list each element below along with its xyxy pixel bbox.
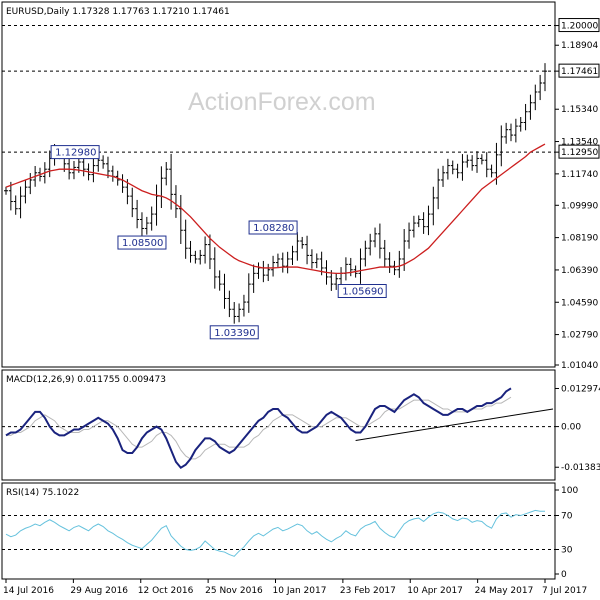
price-annotation-box <box>248 220 298 235</box>
x-axis-label: 7 Jul 2017 <box>542 586 587 596</box>
y-axis-label: 1.13540 <box>561 138 598 148</box>
price-annotation-box <box>209 325 259 340</box>
x-axis-label: 14 Jul 2016 <box>3 586 54 596</box>
macd-panel <box>1 369 556 481</box>
y-axis-label: -0.013836 <box>561 463 600 473</box>
x-axis-label: 25 Nov 2016 <box>205 586 263 596</box>
macd-line <box>5 387 512 470</box>
price-annotation-label: 1.12980 <box>55 148 96 159</box>
y-axis-label: 70 <box>561 512 573 522</box>
y-axis-label: 1.04590 <box>561 298 598 308</box>
watermark: ActionForex.com <box>188 88 376 116</box>
y-axis-highlight-box <box>558 18 600 33</box>
y-axis-label: 100 <box>561 486 578 496</box>
x-axis-label: 12 Oct 2016 <box>138 586 194 596</box>
y-axis-label: 1.17461 <box>561 67 598 77</box>
y-axis-label: 1.06390 <box>561 266 598 276</box>
macd-trendline <box>355 408 554 441</box>
y-axis-label: 0.00 <box>561 423 581 433</box>
axis-layer: 1.200001.189041.174611.153401.135401.129… <box>3 18 600 596</box>
macd-header: MACD(12,26,9) 0.011755 0.009473 <box>6 375 166 385</box>
price-annotation-box <box>337 284 387 299</box>
x-axis-label: 10 Jan 2017 <box>273 586 327 596</box>
price-annotation-box <box>50 145 100 160</box>
y-axis-label: 1.01040 <box>561 361 598 371</box>
price-annotation-box <box>117 235 167 250</box>
y-axis-label: 1.08190 <box>561 234 598 244</box>
y-axis-label: 30 <box>561 546 573 556</box>
y-axis-label: 1.20000 <box>561 22 598 32</box>
moving-average-line <box>5 143 546 274</box>
y-axis-highlight-box <box>558 144 600 159</box>
rsi-layer <box>2 509 555 557</box>
x-axis-label: 29 Aug 2016 <box>70 586 128 596</box>
rsi-line <box>5 509 545 557</box>
rsi-header: RSI(14) 75.1022 <box>6 488 79 498</box>
price-annotation-label: 1.05690 <box>342 287 383 298</box>
y-axis-label: 1.11740 <box>561 170 598 180</box>
y-axis-label: 0.012974 <box>561 384 600 394</box>
y-axis-label: 1.09990 <box>561 201 598 211</box>
x-axis-label: 24 May 2017 <box>475 586 534 596</box>
price-annotation-label: 1.08500 <box>122 238 163 249</box>
price-header: EURUSD,Daily 1.17328 1.17763 1.17210 1.1… <box>6 7 230 17</box>
rsi-panel <box>1 482 556 580</box>
price-annotation-label: 1.08280 <box>253 223 294 234</box>
macd-signal-line <box>6 396 512 460</box>
x-axis-label: 10 Apr 2017 <box>407 586 463 596</box>
y-axis-label: 1.18904 <box>561 41 598 51</box>
y-axis-label: 1.02790 <box>561 331 598 341</box>
y-axis-label: 0 <box>561 570 567 580</box>
price-layer: 1.12980 1.08500 1.03390 1.08280 1.05690 <box>2 25 555 340</box>
y-axis-label: 1.15340 <box>561 105 598 115</box>
price-annotation-label: 1.03390 <box>214 328 255 339</box>
x-axis-label: 23 Feb 2017 <box>340 586 396 596</box>
y-axis-highlight-box <box>558 63 600 78</box>
y-axis-label: 1.12950 <box>561 148 598 158</box>
price-panel <box>1 1 556 368</box>
macd-layer <box>2 387 555 470</box>
